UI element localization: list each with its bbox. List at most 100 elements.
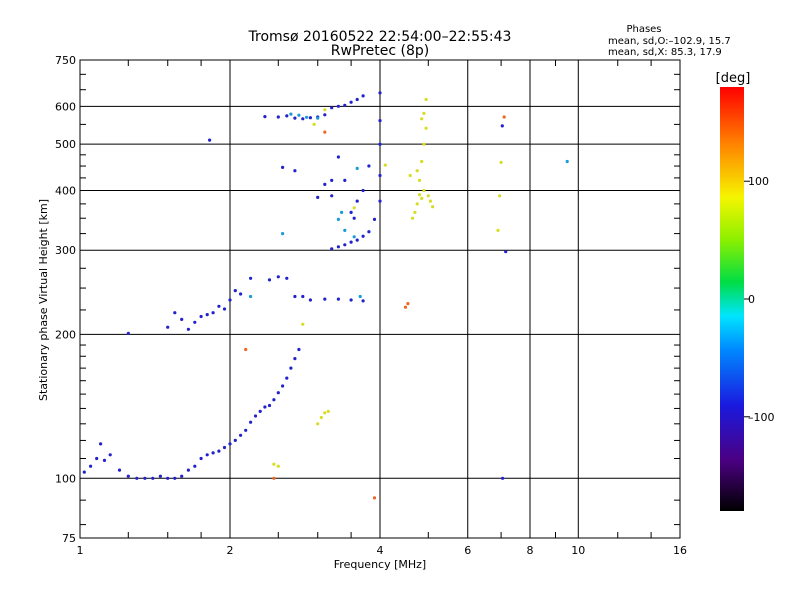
data-point [126, 474, 130, 478]
data-point [336, 217, 340, 221]
data-point [336, 245, 340, 249]
data-point [323, 411, 327, 415]
data-point [253, 414, 258, 418]
data-point [361, 299, 365, 303]
data-point [301, 117, 305, 121]
data-point [166, 325, 170, 329]
data-point [293, 169, 297, 173]
data-point [403, 305, 408, 309]
data-point [272, 398, 276, 402]
colorbar-tick-label: 0 [748, 293, 755, 306]
data-point [244, 347, 248, 352]
y-tick-labels: 75 100 200 300 400 500 600 750 [55, 54, 76, 545]
data-point [378, 142, 382, 146]
data-point [199, 456, 203, 461]
data-point [316, 195, 320, 199]
x-tick-label: 4 [377, 544, 384, 557]
y-axis-label: Stationary phase Virtual Height [km] [37, 199, 50, 401]
data-point [417, 178, 422, 182]
data-point [126, 331, 130, 335]
data-point [502, 115, 506, 119]
y-tick-label: 600 [55, 100, 76, 113]
y-tick-label: 200 [55, 328, 76, 341]
data-point [263, 405, 267, 409]
data-point [415, 169, 419, 173]
data-point [323, 297, 327, 301]
data-point [323, 108, 327, 112]
data-point [565, 159, 569, 164]
x-tick-label: 1 [77, 544, 84, 557]
data-point [281, 165, 285, 169]
x-tick-label: 6 [464, 544, 471, 557]
data-point [428, 199, 432, 203]
data-point [301, 322, 305, 326]
data-point [82, 470, 86, 474]
data-point [143, 476, 147, 480]
data-point [378, 173, 382, 178]
data-point [336, 104, 340, 108]
data-point [186, 327, 190, 331]
data-point [267, 403, 272, 408]
data-point [135, 476, 139, 480]
data-point [276, 275, 280, 279]
data-point [244, 428, 248, 432]
data-point [504, 250, 508, 254]
data-point [289, 366, 293, 370]
data-point [411, 216, 415, 220]
data-point [361, 234, 365, 238]
data-point [355, 199, 359, 203]
data-point [272, 462, 276, 466]
data-point [99, 442, 103, 446]
data-point [297, 347, 301, 352]
data-point [228, 298, 232, 302]
data-point [431, 205, 435, 209]
data-point [208, 138, 212, 142]
data-point [340, 210, 344, 214]
data-point [408, 173, 412, 178]
data-point [498, 194, 502, 198]
data-point [426, 194, 430, 198]
data-point [233, 289, 237, 293]
data-point [95, 456, 99, 461]
colorbar-label: [deg] [716, 71, 751, 86]
data-point [422, 142, 426, 146]
y-tick-label: 750 [55, 54, 76, 67]
colorbar-ticks: 100 0 –100 [744, 175, 775, 424]
data-point [211, 451, 215, 455]
chart-title: Tromsø 20160522 22:54:00–22:55:43 [248, 29, 512, 45]
data-point [343, 243, 347, 247]
data-point [193, 464, 197, 468]
data-point [316, 116, 320, 120]
data-point [205, 313, 209, 317]
data-point [217, 449, 221, 453]
data-point [180, 317, 184, 321]
data-point [305, 115, 309, 119]
data-point [349, 298, 353, 302]
data-point [349, 240, 353, 244]
data-point [367, 164, 371, 168]
data-point [358, 294, 362, 299]
data-point [420, 196, 424, 200]
data-point [406, 302, 410, 306]
data-point [293, 116, 297, 120]
data-point [330, 106, 334, 110]
data-point [301, 294, 305, 299]
data-point [415, 202, 419, 206]
data-point [420, 117, 424, 121]
data-point [361, 94, 365, 98]
y-tick-label: 75 [62, 532, 76, 545]
data-point [316, 422, 320, 426]
data-point [336, 297, 340, 301]
x-tick-label: 10 [571, 544, 585, 557]
data-point [281, 232, 285, 236]
data-point [89, 464, 93, 468]
x-tick-label: 8 [527, 544, 534, 557]
y-tick-label: 100 [55, 472, 76, 485]
data-point [343, 103, 347, 107]
data-point [424, 97, 428, 102]
data-point [289, 112, 293, 116]
data-point [500, 124, 504, 128]
phases-box-line1: mean, sd,O:–102.9, 15.7 [608, 36, 731, 47]
data-point [352, 235, 356, 239]
